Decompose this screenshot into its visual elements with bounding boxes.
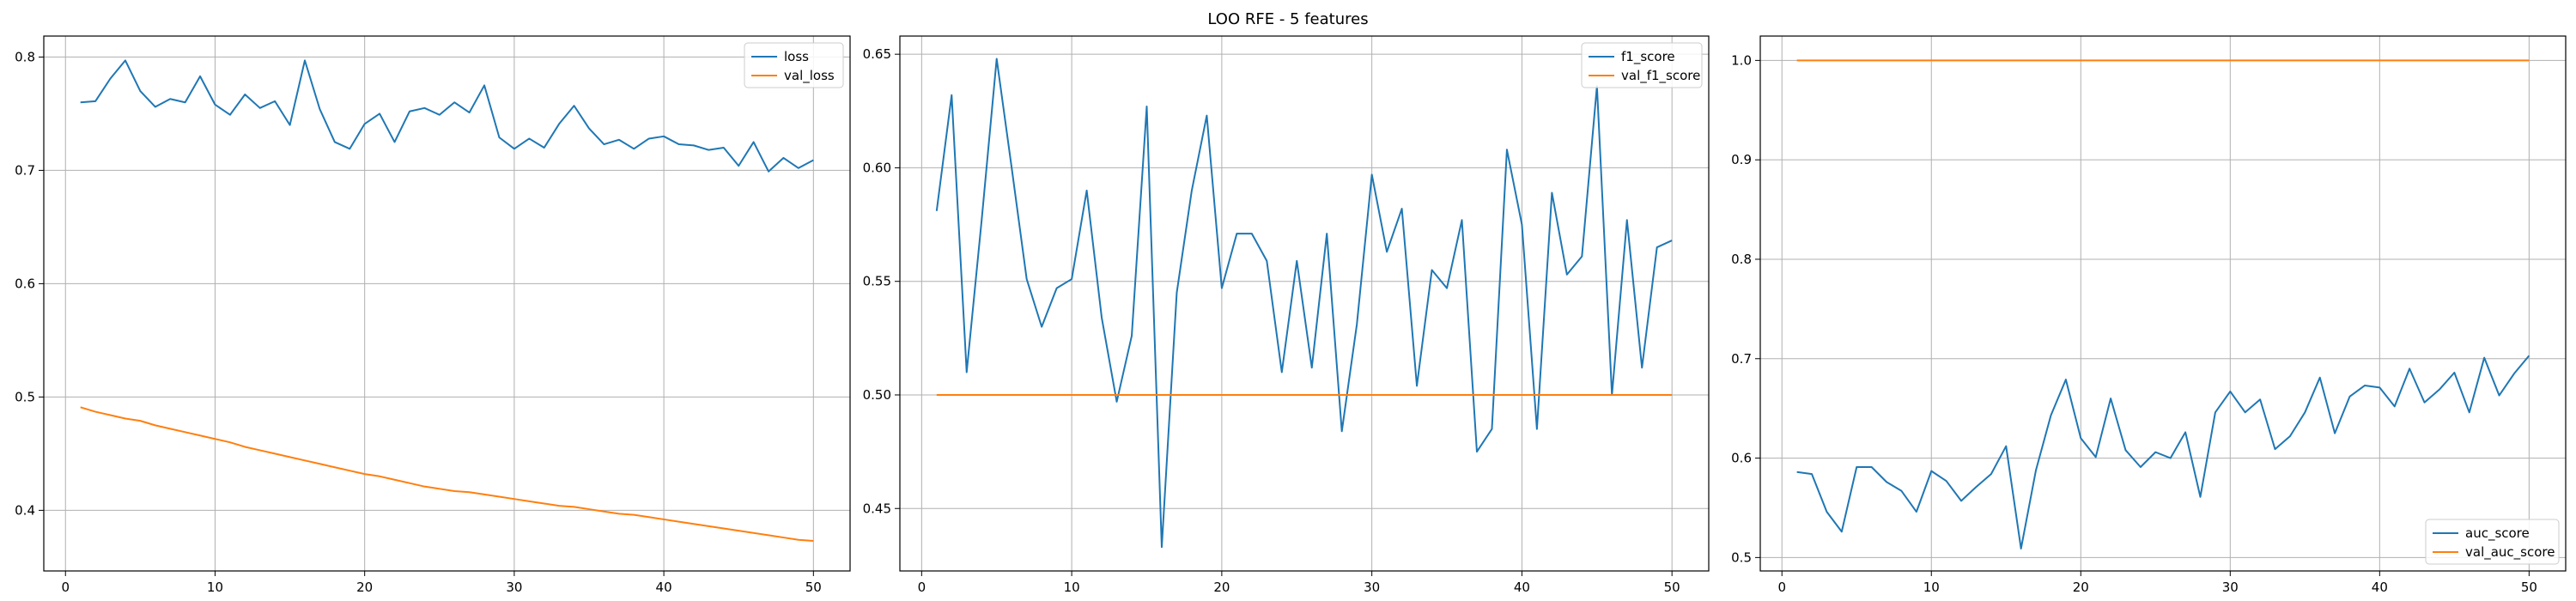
subplot-2: 0 10 20 30 40 50 0.45 0.50 0.55 0.60 0.65 f1_scorev… <box>863 35 1710 595</box>
series-line-val_loss <box>80 406 814 543</box>
subplot-1: 0 10 20 30 40 50 0.4 0.5 0.6 0.7 0.8 loss val_loss <box>15 35 851 595</box>
y-tick-label: 0.8 <box>15 49 35 64</box>
x-tick-label: 10 <box>207 580 223 595</box>
y-tick-label: 0.9 <box>1731 152 1752 167</box>
x-tick-label: 40 <box>2372 580 2388 595</box>
y-tick-label: 0.65 <box>863 46 891 62</box>
x-tick-label: 0 <box>918 580 927 595</box>
series-line-auc_score <box>1796 355 2530 549</box>
legend-label: val_f1_score <box>1621 68 1700 84</box>
x-tick-label: 50 <box>1664 580 1680 595</box>
legend-box <box>2425 519 2560 565</box>
y-tick-label: 0.6 <box>1731 451 1752 466</box>
x-tick-label: 20 <box>1213 580 1230 595</box>
y-tick-label: 0.5 <box>1731 549 1752 565</box>
axes-frame <box>1759 35 2567 572</box>
legend-label: val_auc_score <box>2465 544 2555 561</box>
x-tick-label: 30 <box>1364 580 1380 595</box>
y-tick-label: 0.5 <box>15 389 35 404</box>
y-tick-label: 1.0 <box>1731 52 1752 68</box>
y-tick-label: 0.7 <box>1731 351 1752 367</box>
y-tick-label: 0.8 <box>1731 252 1752 267</box>
legend-label: loss <box>784 49 809 64</box>
legend: f1_score val_f1_score <box>1581 42 1703 88</box>
subplot-3: 0 10 20 30 40 50 0.5 0.6 0.7 0.8 0.9 1.0 auc_scoreva… <box>1731 35 2567 595</box>
y-tick-label: 0.45 <box>863 501 891 516</box>
legend: auc_score val_auc_score <box>2425 519 2560 565</box>
x-tick-label: 20 <box>356 580 373 595</box>
legend-label: f1_score <box>1621 49 1675 65</box>
axes-frame <box>43 35 851 572</box>
x-tick-label: 10 <box>1064 580 1080 595</box>
subplots: 0 10 20 30 40 50 0.4 0.5 0.6 0.7 0.8 loss val_loss 0 1… <box>15 35 2567 595</box>
x-tick-label: 50 <box>2521 580 2537 595</box>
series-line-loss <box>80 59 814 173</box>
x-tick-label: 40 <box>1514 580 1530 595</box>
x-tick-label: 40 <box>656 580 672 595</box>
y-tick-label: 0.60 <box>863 160 891 175</box>
y-tick-label: 0.4 <box>15 502 35 518</box>
x-tick-label: 30 <box>2222 580 2239 595</box>
x-tick-label: 0 <box>1777 580 1786 595</box>
x-tick-label: 50 <box>805 580 822 595</box>
x-tick-label: 0 <box>61 580 70 595</box>
x-tick-label: 10 <box>1923 580 1940 595</box>
axes-frame <box>899 35 1710 572</box>
x-tick-label: 30 <box>506 580 522 595</box>
y-tick-label: 0.7 <box>15 162 35 178</box>
y-tick-label: 0.50 <box>863 387 891 403</box>
y-tick-label: 0.55 <box>863 274 891 289</box>
legend-label: val_loss <box>784 68 835 84</box>
legend-label: auc_score <box>2465 525 2530 542</box>
figure-title: LOO RFE - 5 features <box>1207 10 1368 28</box>
x-tick-label: 20 <box>2073 580 2089 595</box>
legend: loss val_loss <box>744 42 844 88</box>
y-tick-label: 0.6 <box>15 276 35 291</box>
series-line-f1_score <box>935 58 1673 549</box>
